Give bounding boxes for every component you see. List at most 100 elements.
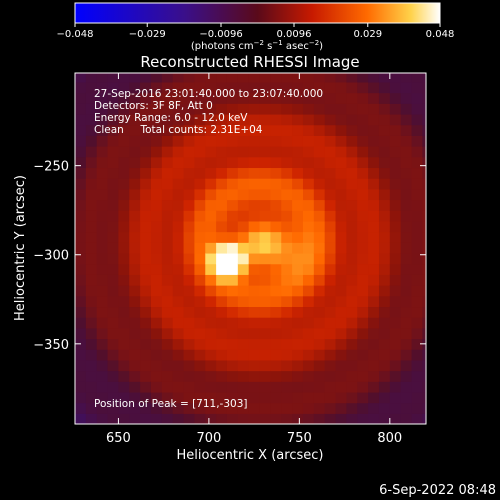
heatmap-cell [96,327,109,340]
heatmap-cell [324,242,337,254]
heatmap-cell [368,359,380,372]
heatmap-cell [129,178,141,190]
heatmap-cell [281,327,293,340]
heatmap-cell [335,220,347,233]
heatmap-cell [357,73,369,83]
heatmap-cell [205,103,217,115]
heatmap-cell [281,381,293,393]
heatmap-cell [75,81,87,94]
heatmap-cell [313,73,326,83]
heatmap-cell [161,306,174,318]
heatmap-cell [85,306,98,318]
heatmap-cell [292,359,304,372]
heatmap-cell [150,285,163,297]
heatmap-cell [161,92,174,104]
heatmap-cell [302,263,315,275]
heatmap-cell [194,188,206,201]
heatmap-cell [411,349,423,361]
heatmap-cell [129,231,141,243]
heatmap-cell [248,231,261,243]
heatmap-cell [313,274,326,286]
heatmap-cell [140,295,152,308]
heatmap-cell [107,103,120,115]
heatmap-cell [85,274,98,286]
heatmap-cell [107,402,120,414]
heatmap-cell [107,274,120,286]
heatmap-cell [205,231,217,243]
heatmap-cell [248,92,261,104]
heatmap-cell [302,135,315,147]
heatmap-cell [248,81,261,94]
heatmap-cell [302,199,315,211]
heatmap-cell [226,295,239,308]
heatmap-cell [129,81,141,94]
heatmap-cell [150,402,163,414]
heatmap-cell [368,306,380,318]
heatmap-cell [129,391,141,404]
heatmap-cell [140,156,152,169]
heatmap-cell [75,199,87,211]
heatmap-cell [161,81,174,94]
heatmap-cell [75,220,87,233]
heatmap-cell [194,92,206,104]
heatmap-cell [335,306,347,318]
heatmap-cell [411,103,423,115]
heatmap-cell [237,349,250,361]
heatmap-cell [75,188,87,201]
heatmap-cell [107,146,120,158]
heatmap-cell [75,103,87,115]
heatmap-cell [140,124,152,136]
footer-timestamp: 6-Sep-2022 08:48 [379,483,496,498]
heatmap-cell [161,274,174,286]
heatmap-cell [172,381,185,393]
heatmap-cell [172,338,185,350]
heatmap-cell [75,263,87,275]
heatmap-cell [172,391,185,404]
heatmap-cell [226,402,239,414]
heatmap-cell [194,327,206,340]
heatmap-cell [216,199,228,211]
heatmap-cell [378,242,391,254]
heatmap-cell [183,167,196,179]
heatmap-cell [313,103,326,115]
heatmap-cell [194,285,206,297]
heatmap-cell [216,402,228,414]
heatmap-cell [378,146,391,158]
heatmap-cell [378,113,391,126]
heatmap-cell [400,359,413,372]
heatmap-cell [216,306,228,318]
heatmap-cell [107,135,120,147]
x-tick-label: 800 [377,431,402,446]
heatmap-cell [107,210,120,222]
heatmap-cell [422,81,426,94]
heatmap-cell [324,210,337,222]
heatmap-cell [161,103,174,115]
heatmap-cell [292,242,304,254]
heatmap-cell [411,92,423,104]
heatmap-cell [216,370,228,382]
heatmap-cell [107,338,120,350]
heatmap-cell [172,263,185,275]
heatmap-cell [150,167,163,179]
heatmap-cell [85,359,98,372]
heatmap-cell [324,231,337,243]
heatmap-cell [96,317,109,329]
heatmap-cell [129,295,141,308]
heatmap-cell [205,263,217,275]
colorbar: −0.048 −0.029 −0.0096 0.0096 0.029 0.048 (pho… [56,2,454,52]
heatmap-cell [346,349,358,361]
heatmap-cell [140,92,152,104]
heatmap-cell [357,327,369,340]
heatmap-cell [140,306,152,318]
heatmap-cell [129,135,141,147]
heatmap-cell [226,274,239,286]
heatmap-cell [357,210,369,222]
heatmap-cell [324,188,337,201]
heatmap-cell [302,252,315,265]
heatmap-cell [270,327,282,340]
heatmap-cell [118,263,130,275]
heatmap-cell [248,402,261,414]
heatmap-cell [161,295,174,308]
heatmap-cell [118,103,130,115]
